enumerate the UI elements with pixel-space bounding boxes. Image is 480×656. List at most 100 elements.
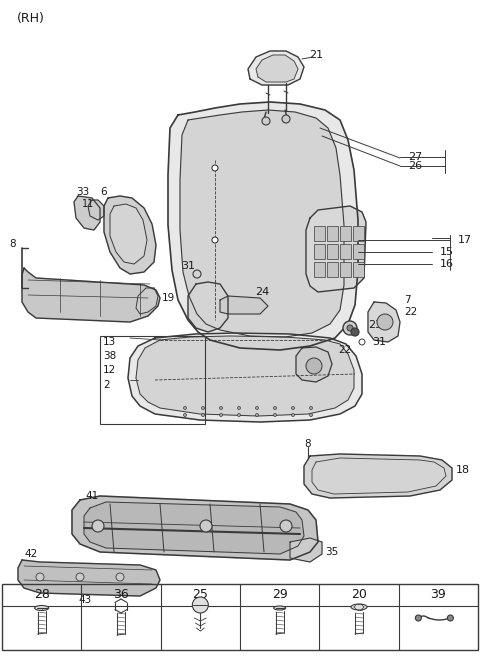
Bar: [314, 226, 325, 241]
Ellipse shape: [274, 606, 286, 610]
Bar: [327, 244, 338, 259]
Polygon shape: [248, 51, 304, 85]
Circle shape: [310, 407, 312, 409]
Polygon shape: [110, 204, 147, 264]
Text: 27: 27: [408, 152, 422, 162]
Polygon shape: [128, 333, 362, 422]
Polygon shape: [296, 347, 332, 382]
Circle shape: [280, 520, 292, 532]
Text: 19: 19: [162, 293, 175, 303]
Circle shape: [116, 573, 124, 581]
Circle shape: [262, 117, 270, 125]
Polygon shape: [306, 206, 366, 292]
Bar: [340, 244, 351, 259]
Bar: [353, 244, 364, 259]
Circle shape: [200, 520, 212, 532]
Text: 7: 7: [404, 295, 410, 305]
Circle shape: [343, 321, 357, 335]
Text: 38: 38: [103, 351, 116, 361]
Text: 8: 8: [10, 239, 16, 249]
Bar: [314, 244, 325, 259]
Text: 22: 22: [338, 345, 351, 355]
Polygon shape: [84, 502, 304, 554]
Circle shape: [202, 413, 204, 417]
Circle shape: [36, 573, 44, 581]
Circle shape: [347, 325, 353, 331]
Circle shape: [183, 407, 187, 409]
Circle shape: [219, 413, 223, 417]
Text: 25: 25: [192, 588, 208, 602]
Text: 17: 17: [458, 235, 472, 245]
Polygon shape: [136, 288, 158, 314]
Circle shape: [351, 328, 359, 336]
Polygon shape: [88, 200, 104, 220]
Circle shape: [212, 237, 218, 243]
Polygon shape: [312, 458, 446, 494]
Bar: [353, 262, 364, 277]
Polygon shape: [188, 282, 228, 332]
Bar: [327, 226, 338, 241]
Text: 22: 22: [404, 307, 417, 317]
Circle shape: [255, 407, 259, 409]
Polygon shape: [168, 102, 358, 350]
Text: 11: 11: [82, 199, 94, 209]
Text: 8: 8: [305, 439, 312, 449]
Text: 26: 26: [408, 161, 422, 171]
Text: 35: 35: [325, 547, 338, 557]
Polygon shape: [72, 496, 318, 560]
Text: 2: 2: [103, 380, 109, 390]
Text: 23: 23: [368, 320, 382, 330]
Circle shape: [274, 413, 276, 417]
Circle shape: [306, 358, 322, 374]
Text: 41: 41: [85, 491, 98, 501]
Circle shape: [192, 597, 208, 613]
Text: 39: 39: [431, 588, 446, 602]
Text: 12: 12: [103, 365, 116, 375]
Circle shape: [291, 413, 295, 417]
Circle shape: [92, 520, 104, 532]
Circle shape: [310, 413, 312, 417]
Bar: [314, 262, 325, 277]
Text: 31: 31: [372, 337, 386, 347]
Circle shape: [255, 413, 259, 417]
Bar: [353, 226, 364, 241]
Polygon shape: [368, 302, 400, 342]
Circle shape: [202, 407, 204, 409]
Text: 13: 13: [103, 337, 116, 347]
Ellipse shape: [351, 604, 367, 610]
Bar: [2, 584, 478, 650]
Bar: [340, 262, 351, 277]
Circle shape: [282, 115, 290, 123]
Text: 6: 6: [100, 187, 107, 197]
Text: 20: 20: [351, 588, 367, 602]
Circle shape: [447, 615, 453, 621]
Text: 18: 18: [456, 465, 470, 475]
Text: 21: 21: [309, 50, 323, 60]
Polygon shape: [104, 196, 156, 274]
Polygon shape: [220, 296, 268, 314]
Text: 36: 36: [113, 588, 129, 602]
Text: 43: 43: [78, 595, 92, 605]
Polygon shape: [74, 196, 100, 230]
Circle shape: [212, 165, 218, 171]
Polygon shape: [290, 538, 322, 562]
Circle shape: [415, 615, 421, 621]
Circle shape: [238, 413, 240, 417]
Polygon shape: [18, 560, 160, 596]
Circle shape: [377, 314, 393, 330]
Circle shape: [183, 413, 187, 417]
Bar: [327, 262, 338, 277]
Polygon shape: [136, 336, 354, 416]
Bar: [340, 226, 351, 241]
Circle shape: [219, 407, 223, 409]
Text: 29: 29: [272, 588, 288, 602]
Circle shape: [291, 407, 295, 409]
Text: 15: 15: [440, 247, 454, 257]
Text: 31: 31: [181, 261, 195, 271]
Text: 16: 16: [440, 259, 454, 269]
Circle shape: [274, 407, 276, 409]
Text: 42: 42: [24, 549, 37, 559]
Polygon shape: [256, 55, 298, 82]
Polygon shape: [180, 110, 344, 337]
Text: (RH): (RH): [17, 12, 45, 25]
